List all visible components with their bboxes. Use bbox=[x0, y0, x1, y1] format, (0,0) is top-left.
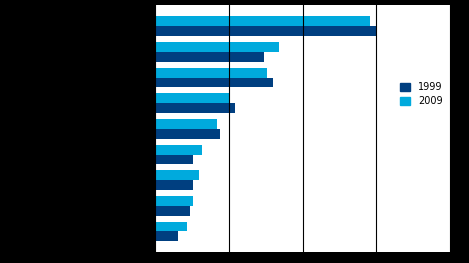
Bar bbox=[155, 155, 193, 164]
Bar bbox=[155, 145, 202, 155]
Bar bbox=[155, 52, 264, 62]
Bar bbox=[155, 222, 187, 231]
Bar bbox=[155, 103, 234, 113]
Bar bbox=[155, 119, 217, 129]
Bar bbox=[155, 231, 178, 241]
Bar bbox=[155, 68, 267, 78]
Bar bbox=[155, 42, 279, 52]
Bar bbox=[155, 170, 199, 180]
Bar bbox=[155, 196, 193, 206]
Bar bbox=[155, 17, 371, 26]
Bar bbox=[155, 93, 229, 103]
Bar bbox=[155, 129, 220, 139]
Bar bbox=[155, 26, 376, 36]
Legend: 1999, 2009: 1999, 2009 bbox=[397, 79, 446, 109]
Bar bbox=[155, 78, 273, 87]
Bar bbox=[155, 206, 190, 216]
Bar bbox=[155, 180, 193, 190]
